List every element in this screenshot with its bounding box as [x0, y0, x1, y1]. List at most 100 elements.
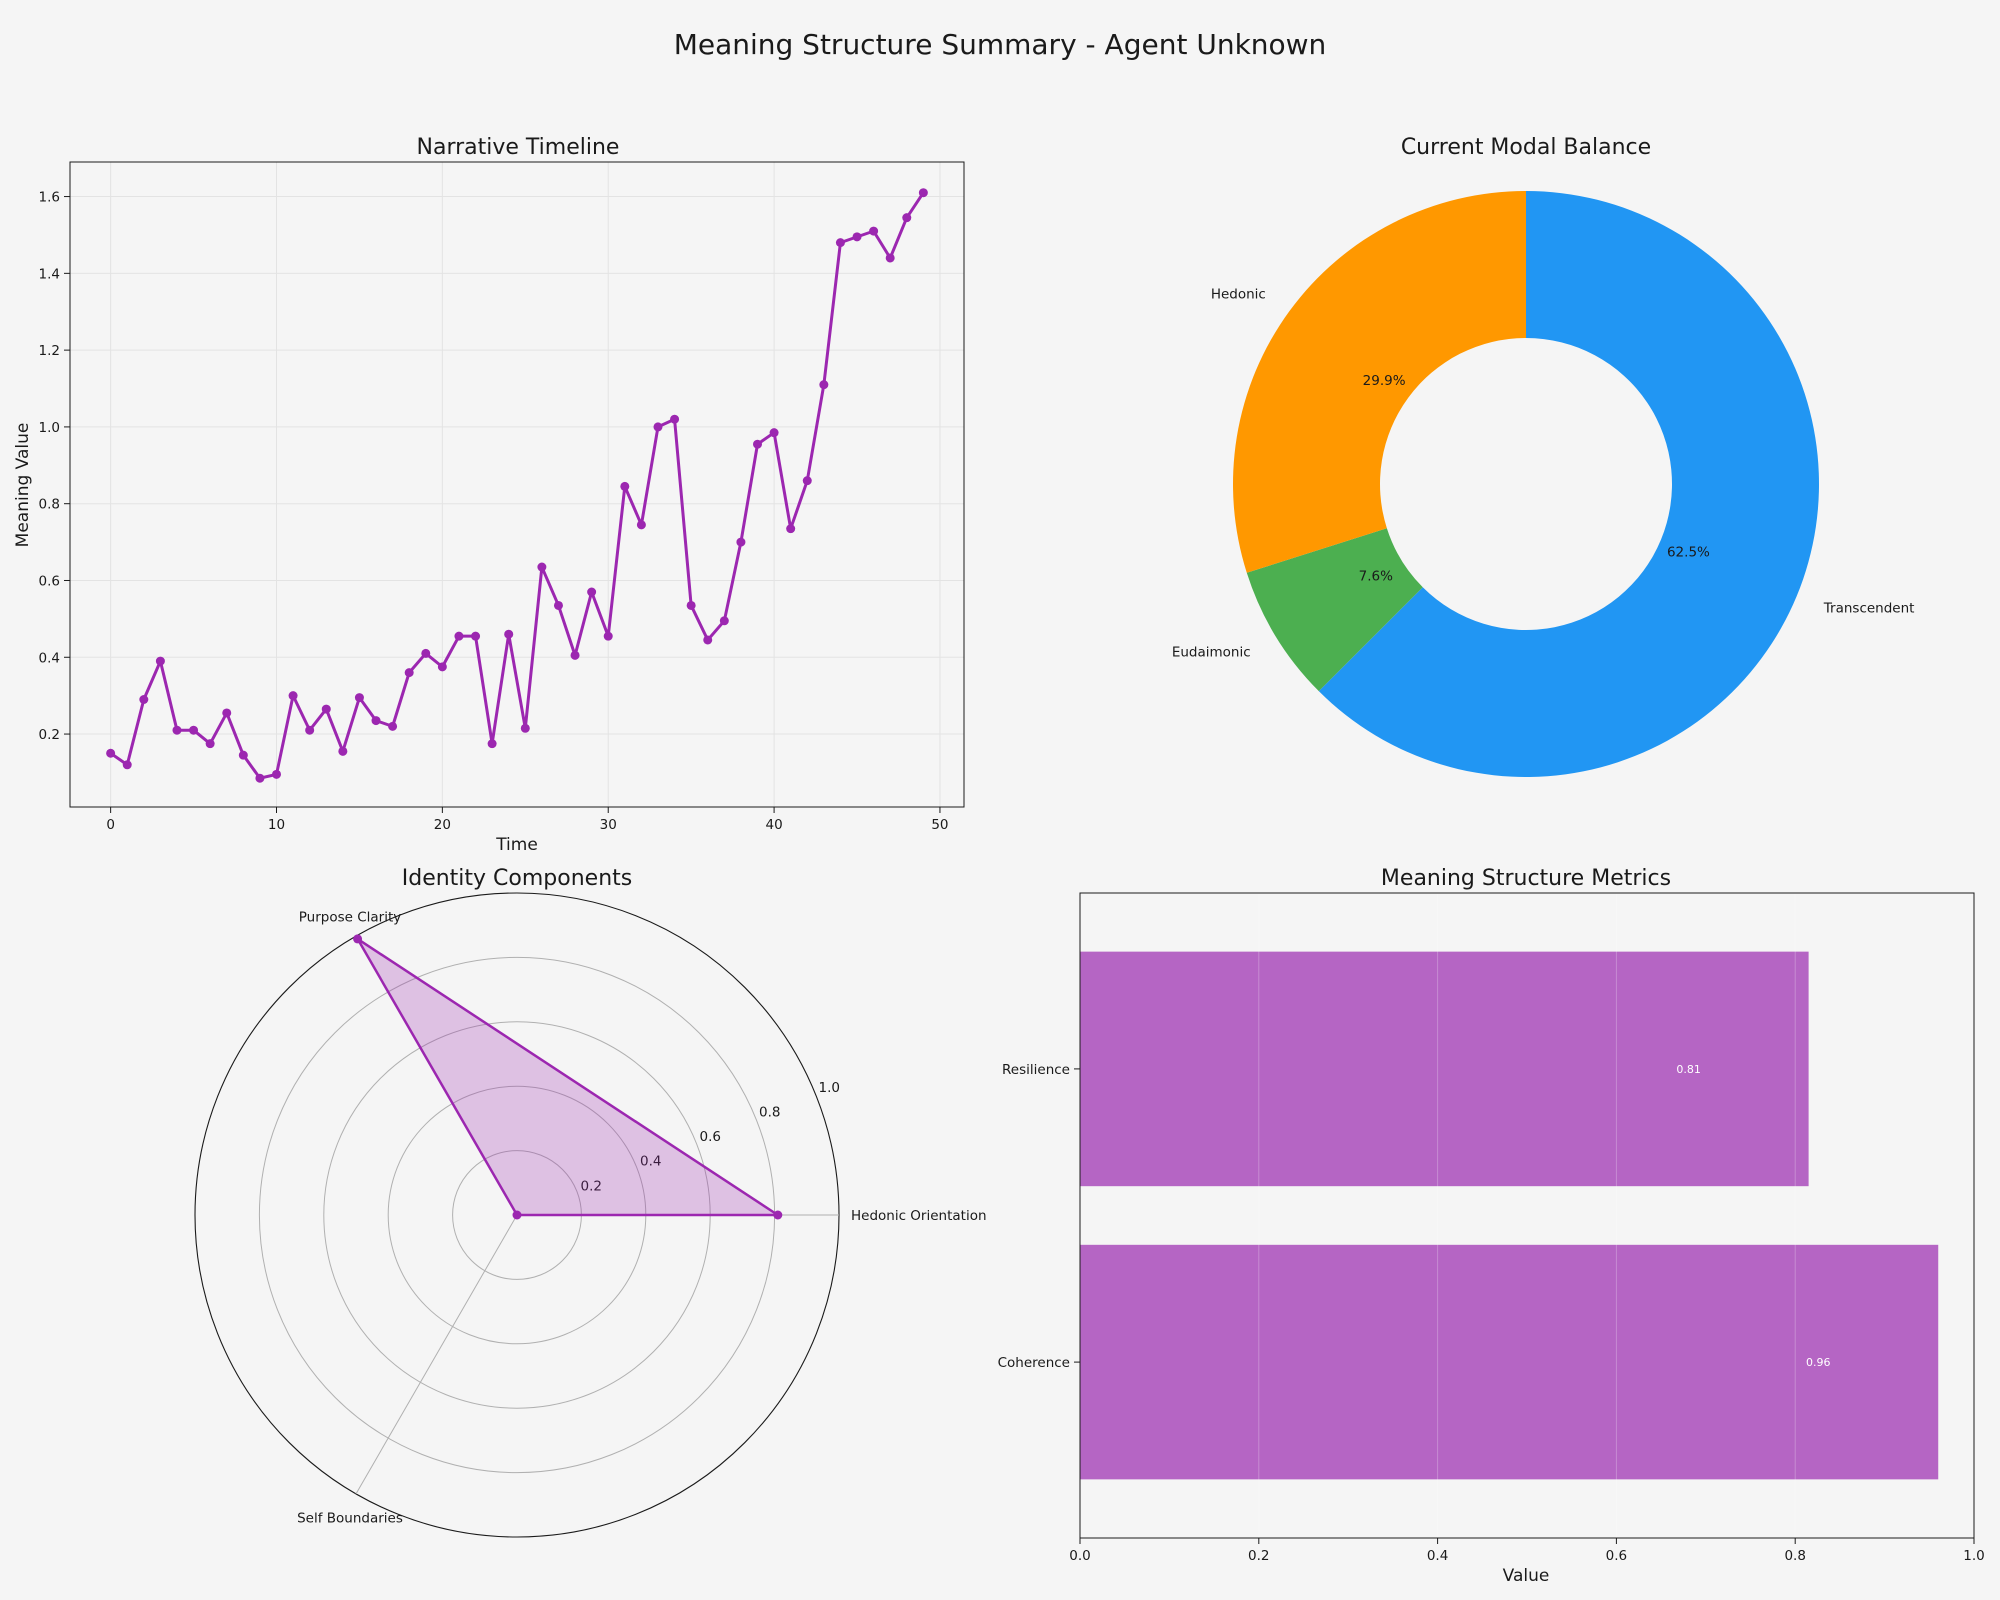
line-chart-xlabel: Time [495, 835, 538, 855]
radar-rtick-label: 1.0 [818, 1080, 839, 1096]
donut-slices [1232, 190, 1819, 777]
data-point [271, 769, 281, 779]
y-tick-label: 1.4 [39, 266, 60, 282]
data-point [686, 600, 696, 610]
data-point [437, 662, 447, 672]
slice-percent: 62.5% [1667, 544, 1710, 560]
x-tick-label: 1.0 [1963, 1548, 1984, 1564]
data-point [819, 380, 829, 390]
radar-axis-label: Self Boundaries [297, 1510, 403, 1526]
narrative-timeline-title: Narrative Timeline [417, 135, 620, 160]
data-point [918, 188, 928, 198]
category-label: Coherence [998, 1355, 1070, 1371]
metric-bar-coherence [1080, 1244, 1939, 1480]
y-tick-label: 0.2 [39, 727, 60, 743]
data-point [736, 537, 746, 547]
narrative-timeline-chart: Narrative Timeline 0 10 20 30 40 500.20.40.60… [13, 135, 965, 855]
x-tick-label: 0.4 [1427, 1548, 1448, 1564]
data-point [587, 587, 597, 597]
data-point [238, 750, 248, 760]
data-point [305, 725, 315, 735]
data-point [620, 481, 630, 491]
data-point [388, 721, 398, 731]
line-chart-frame [69, 161, 965, 808]
line-chart-ylabel: Meaning Value [13, 423, 33, 548]
y-tick-label: 0.6 [39, 573, 60, 589]
data-point [321, 704, 331, 714]
data-point [421, 648, 431, 658]
y-tick-label: 0.8 [39, 497, 60, 513]
x-tick-label: 0.8 [1784, 1548, 1805, 1564]
metric-value-label: 0.81 [1676, 1063, 1701, 1076]
slice-percent: 29.9% [1363, 373, 1406, 389]
x-tick-label: 0 [106, 817, 115, 833]
data-point [454, 631, 464, 641]
identity-components-chart: Identity Components 0.2 0.4 0.6 0.8 1.0 Hedo… [194, 866, 987, 1538]
data-point [155, 656, 165, 666]
x-tick-label: 30 [600, 817, 617, 833]
data-point [670, 414, 680, 424]
data-point [769, 428, 779, 438]
data-point [802, 476, 812, 486]
data-point [205, 739, 215, 749]
radar-point [353, 934, 363, 944]
y-tick-label: 1.2 [39, 343, 60, 359]
data-point [172, 725, 182, 735]
donut-slice-transcendent [1318, 191, 1819, 777]
data-point [139, 695, 149, 704]
data-point [537, 562, 547, 572]
bar-chart-ticks: Coherence Resilience 0.0 0.2 0.4 0.6 0.8 1.0 [998, 1062, 1985, 1564]
data-point [786, 524, 796, 534]
data-point [471, 631, 481, 641]
data-point [653, 422, 663, 432]
donut-labels: Transcendent 62.5% Eudaimonic 7.6% Hedonic 29… [1172, 287, 1915, 661]
x-tick-label: 0.2 [1248, 1548, 1269, 1564]
x-tick-label: 10 [268, 817, 285, 833]
x-tick-label: 0.0 [1069, 1548, 1090, 1564]
structure-metrics-chart: Meaning Structure Metrics 0.96 0.81 Coher… [998, 866, 1985, 1586]
data-point [885, 253, 895, 263]
data-point [703, 635, 713, 645]
radar-rtick-label: 0.8 [759, 1104, 780, 1120]
data-point [222, 708, 232, 718]
metric-bars: 0.96 0.81 [1080, 951, 1939, 1480]
slice-label: Transcendent [1823, 600, 1915, 616]
data-point [570, 650, 580, 660]
modal-balance-chart: Current Modal Balance Transcendent 62.5% E… [1172, 135, 1915, 777]
y-tick-label: 1.0 [39, 420, 60, 436]
y-tick-label: 1.6 [39, 190, 60, 206]
line-chart-ticks: 0 10 20 30 40 50 0.2 0.4 0.6 0.8 1.0 1.2 1.4 1.6 [39, 190, 949, 833]
y-tick-label: 0.4 [39, 650, 60, 666]
radar-point [773, 1210, 783, 1220]
slice-label: Eudaimonic [1172, 645, 1251, 661]
line-chart-grid [70, 162, 964, 807]
data-point [189, 725, 199, 735]
data-point [106, 748, 116, 758]
data-point [553, 600, 563, 610]
data-point [636, 520, 646, 530]
radar-rtick-label: 0.4 [640, 1154, 661, 1170]
radar-shape [353, 934, 783, 1220]
identity-components-title: Identity Components [402, 866, 633, 891]
modal-balance-title: Current Modal Balance [1401, 135, 1651, 160]
donut-slice-eudaimonic [1246, 528, 1423, 692]
data-point [719, 616, 729, 626]
radar-labels: Hedonic Orientation Purpose Clarity Self B… [297, 910, 986, 1527]
radar-rtick-label: 0.6 [699, 1129, 720, 1145]
structure-metrics-title: Meaning Structure Metrics [1381, 866, 1671, 891]
metric-value-label: 0.96 [1806, 1356, 1831, 1369]
data-point [404, 668, 414, 678]
meaning-series-points [106, 188, 928, 783]
data-point [288, 691, 298, 701]
radar-point [512, 1210, 522, 1220]
data-point [520, 723, 530, 733]
radar-rtick-label: 0.2 [580, 1178, 601, 1194]
x-tick-label: 20 [434, 817, 451, 833]
x-tick-label: 40 [765, 817, 782, 833]
slice-percent: 7.6% [1359, 568, 1393, 584]
radar-axis-label: Hedonic Orientation [851, 1208, 987, 1224]
x-tick-label: 0.6 [1606, 1548, 1627, 1564]
bar-chart-xlabel: Value [1503, 1566, 1550, 1586]
data-point [835, 238, 845, 248]
